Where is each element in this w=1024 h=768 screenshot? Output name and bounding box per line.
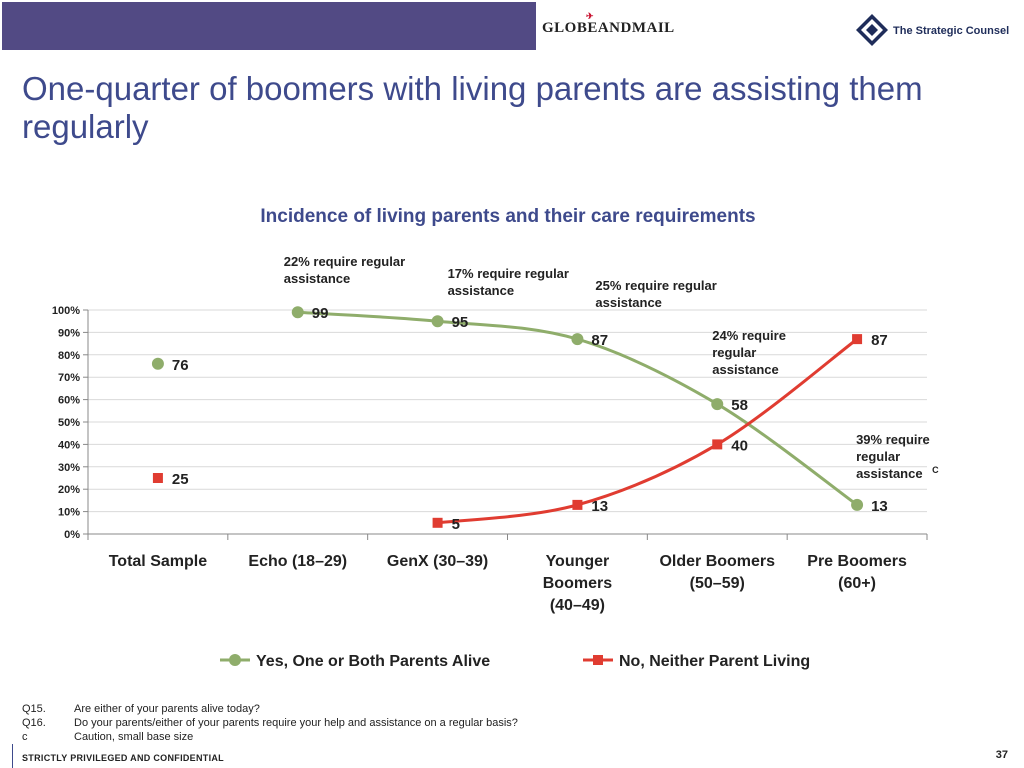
annotation-superscript: C [932, 465, 939, 475]
plane-icon: ✈ [586, 11, 595, 21]
data-label: 95 [452, 314, 469, 331]
data-point-circle [571, 333, 584, 346]
data-point-circle [711, 398, 724, 411]
confidential-notice: STRICTLY PRIVILEGED AND CONFIDENTIAL [22, 753, 224, 763]
footnote-key: Q16. [22, 717, 46, 729]
annotation-text: assistance [448, 283, 515, 298]
data-point-square [152, 473, 163, 483]
page-number: 37 [995, 749, 1008, 761]
footnote-row: Q15. Are either of your parents alive tod… [22, 702, 518, 716]
legend-swatch-marker [229, 654, 241, 666]
x-tick-label: GenX (30–39) [387, 553, 488, 570]
y-tick-label: 0% [64, 529, 80, 541]
annotation-text: 25% require regular [595, 278, 716, 293]
series-line-2 [437, 337, 858, 525]
legend-label: No, Neither Parent Living [619, 653, 810, 670]
annotation-text: regular [712, 345, 756, 360]
data-label: 99 [312, 305, 329, 322]
y-tick-label: 50% [58, 417, 80, 429]
data-point-circle [431, 315, 444, 328]
y-tick-label: 100% [52, 305, 80, 317]
globe-and-mail-wordmark: GLOBEANDMAIL [542, 20, 675, 36]
x-tick-label: Total Sample [109, 553, 207, 570]
footnote-key: c [22, 731, 28, 743]
strategic-counsel-wordmark: The Strategic Counsel [893, 25, 1010, 37]
legend-swatch-marker [593, 655, 603, 665]
globe-and-mail-logo: GLOBEANDMAIL ✈ [542, 11, 675, 37]
data-point-square [852, 334, 863, 345]
data-point-square [572, 499, 583, 510]
footnotes: Q15. Are either of your parents alive tod… [22, 702, 518, 744]
y-tick-label: 60% [58, 395, 80, 407]
x-tick-label: Younger [546, 553, 610, 570]
footnote-row: c Caution, small base size [22, 730, 518, 744]
footnote-text: Caution, small base size [74, 731, 194, 743]
footnote-row: Q16. Do your parents/either of your paren… [22, 716, 518, 730]
y-tick-label: 40% [58, 439, 80, 451]
data-label: 25 [172, 471, 189, 488]
data-label: 87 [591, 332, 608, 349]
x-tick-label: Older Boomers [659, 553, 775, 570]
chart-title: Incidence of living parents and their ca… [260, 206, 755, 227]
footer-divider [12, 744, 13, 768]
y-tick-label: 30% [58, 462, 80, 474]
data-point-square [432, 517, 443, 528]
annotation-text: assistance [856, 466, 923, 481]
x-tick-label: Boomers [543, 575, 612, 592]
header-bar [2, 2, 536, 50]
data-point-circle [291, 306, 304, 319]
y-tick-label: 80% [58, 350, 80, 362]
annotation-text: 17% require regular [448, 266, 569, 281]
x-tick-label: (40–49) [550, 597, 605, 614]
data-label: 58 [731, 397, 748, 414]
footnote-text: Do your parents/either of your parents r… [74, 717, 518, 729]
annotation-text: assistance [595, 295, 662, 310]
y-tick-label: 10% [58, 507, 80, 519]
page-title: One-quarter of boomers with living paren… [22, 70, 923, 145]
legend-label: Yes, One or Both Parents Alive [256, 653, 490, 670]
y-tick-label: 90% [58, 327, 80, 339]
data-point-circle [151, 357, 164, 370]
line-chart: Incidence of living parents and their ca… [52, 206, 939, 670]
data-label: 13 [591, 498, 608, 515]
data-label: 40 [731, 437, 748, 454]
x-tick-label: (50–59) [690, 575, 745, 592]
data-label: 5 [452, 516, 460, 533]
footnote-key: Q15. [22, 703, 46, 715]
diamond-logo-icon [856, 14, 888, 46]
data-label: 13 [871, 498, 888, 515]
annotation-text: 22% require regular [284, 254, 405, 269]
x-tick-label: (60+) [838, 575, 876, 592]
data-label: 87 [871, 332, 888, 349]
data-point-square [712, 439, 723, 450]
data-label: 76 [172, 357, 189, 374]
annotation-text: regular [856, 449, 900, 464]
x-tick-label: Echo (18–29) [248, 553, 347, 570]
data-point-circle [851, 498, 864, 511]
x-tick-label: Pre Boomers [807, 553, 907, 570]
annotation-text: assistance [712, 362, 779, 377]
annotation-text: 39% require [856, 432, 930, 447]
footnote-text: Are either of your parents alive today? [74, 703, 260, 715]
y-tick-label: 20% [58, 484, 80, 496]
y-tick-label: 70% [58, 372, 80, 384]
annotation-text: 24% require [712, 328, 786, 343]
annotation-text: assistance [284, 271, 351, 286]
